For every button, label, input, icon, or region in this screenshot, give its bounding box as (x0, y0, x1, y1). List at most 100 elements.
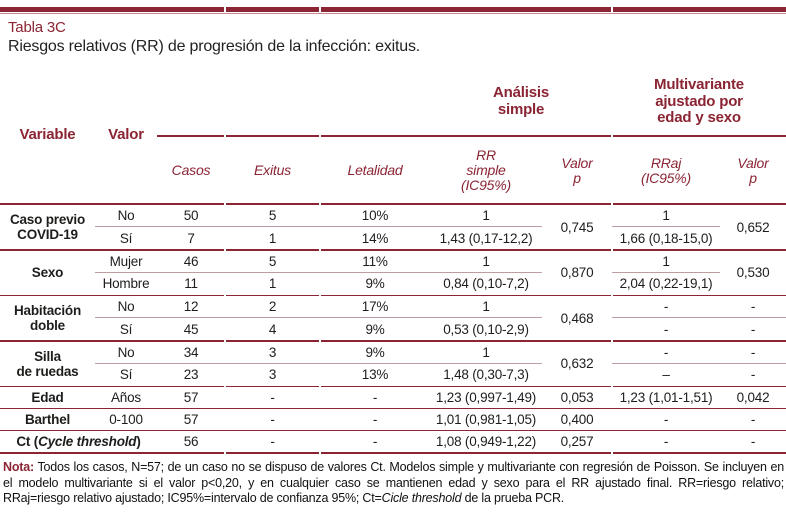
header-variable: Variable (19, 126, 76, 143)
cell-valor-p: 0,632 (560, 356, 594, 371)
row-barthel: Barthel 0-100 57 - - 1,01 (0,981-1,05) 0… (0, 409, 786, 430)
row-group-silla-de-ruedas: Silla de ruedas No 34 3 9% 1 0,632 - - S… (0, 342, 786, 386)
cell-rraj: 2,04 (0,22-19,1) (619, 276, 713, 291)
cell-rr-simple: 1 (430, 342, 542, 364)
cell-exitus: - (270, 390, 275, 405)
row-group-habitacion-doble: Habitación doble No 12 2 17% 1 0,468 - -… (0, 296, 786, 340)
cell-casos: 56 (183, 434, 199, 449)
cell-valor: Mujer (95, 251, 157, 273)
cell-letalidad: 9% (365, 276, 385, 291)
paper-table-page: Tabla 3C Riesgos relativos (RR) de progr… (0, 7, 786, 507)
footnote-text: Todos los casos, N=57; de un caso no se … (3, 460, 784, 505)
header-group-analisis-simple: Análisis simple (493, 84, 549, 118)
cell-letalidad: 9% (320, 342, 430, 364)
subheader-valor-p: Valor p (561, 154, 593, 186)
table-body: Caso previo COVID-19 No 50 5 10% 1 0,745… (0, 203, 786, 454)
cell-casos: 46 (157, 251, 225, 273)
cell-rr-simple: 1,43 (0,17-12,2) (439, 230, 533, 246)
cell-valor-p: 0,053 (560, 390, 594, 405)
cell-letalidad: 13% (361, 367, 389, 382)
footnote-text-end: de la prueba PCR. (461, 491, 565, 505)
subheader-valor-p-aj: Valor p (737, 154, 769, 186)
cell-letalidad: 17% (320, 296, 430, 318)
cell-casos: 57 (183, 412, 199, 427)
footnote-italic: Cicle threshold (381, 491, 462, 505)
cell-letalidad: - (372, 434, 378, 449)
table-caption: Riesgos relativos (RR) de progresión de … (8, 38, 420, 55)
cell-letalidad: 10% (320, 205, 430, 227)
cell-valor: Sí (119, 321, 133, 337)
cell-valor: No (95, 296, 157, 318)
cell-casos: 45 (183, 321, 199, 337)
cell-casos: 50 (157, 205, 225, 227)
cell-exitus: 4 (268, 321, 277, 337)
cell-rraj: - (612, 296, 720, 318)
table-header: Análisis simple Multivariante ajustado p… (0, 76, 786, 203)
subheader-row: Casos Exitus Letalidad RR simple (IC95%)… (0, 138, 786, 203)
cell-valor-p: 0,257 (560, 434, 594, 449)
cell-valor: Años (111, 390, 141, 405)
cell-variable: Ct (Cycle threshold) (0, 431, 157, 452)
header-valor: Valor (108, 126, 144, 143)
cell-valor: No (95, 342, 157, 364)
row-ct: Ct (Cycle threshold) 56 - - 1,08 (0,949-… (0, 431, 786, 452)
cell-rraj: 1,66 (0,18-15,0) (619, 230, 713, 246)
ct-label-italic: Cycle threshold (38, 434, 137, 449)
cell-valor-p: 0,400 (560, 412, 594, 427)
row-separator (0, 408, 786, 409)
cell-rraj: - (663, 321, 669, 337)
cell-rr-simple: 0,84 (0,10-7,2) (443, 276, 529, 291)
body-top-rule (0, 203, 786, 205)
cell-valor-p-aj: - (720, 342, 786, 364)
cell-valor-p-aj: - (750, 412, 756, 427)
cell-variable: Edad (31, 390, 64, 405)
cell-exitus: - (270, 412, 275, 427)
ct-label-suffix: ) (136, 434, 141, 449)
cell-variable: Barthel (24, 412, 71, 427)
subheader-rraj: RRaj (IC95%) (641, 154, 691, 186)
cell-exitus: 1 (268, 230, 277, 246)
cell-valor: 0-100 (109, 412, 143, 427)
group-separator (0, 294, 786, 296)
cell-letalidad: 14% (361, 230, 389, 246)
cell-rr-simple: 1,23 (0,997-1,49) (435, 390, 537, 405)
cell-exitus: 1 (268, 276, 277, 291)
header-group-multivariante: Multivariante ajustado por edad y sexo (654, 76, 744, 126)
cell-casos: 11 (184, 276, 198, 291)
cell-rr-simple: 0,53 (0,10-2,9) (443, 321, 529, 337)
row-group-caso-previo: Caso previo COVID-19 No 50 5 10% 1 0,745… (0, 205, 786, 249)
cell-rraj: - (612, 342, 720, 364)
cell-exitus: 3 (225, 342, 320, 364)
cell-variable: Habitación doble (13, 303, 81, 333)
cell-valor: Sí (119, 367, 133, 382)
row-group-sexo: Sexo Mujer 46 5 11% 1 0,870 1 0,530 Homb… (0, 251, 786, 295)
cell-rr-simple: 1,48 (0,30-7,3) (443, 367, 529, 382)
top-border-thin (0, 13, 786, 14)
cell-rr-simple: 1,08 (0,949-1,22) (435, 434, 537, 449)
subheader-letalidad: Letalidad (347, 162, 403, 178)
cell-rraj: 1,23 (1,01-1,51) (619, 390, 713, 405)
cell-letalidad: - (372, 412, 378, 427)
cell-rr-simple: 1 (430, 205, 542, 227)
row-separator (0, 430, 786, 431)
group-separator (0, 385, 786, 387)
cell-rr-simple: 1 (430, 251, 542, 273)
cell-casos: 12 (157, 296, 225, 318)
cell-casos: 23 (183, 367, 199, 382)
cell-exitus: 5 (225, 205, 320, 227)
cell-rraj: - (663, 434, 669, 449)
group-separator (0, 340, 786, 342)
cell-valor-p-aj: - (750, 367, 756, 382)
table-bottom-rule (0, 452, 786, 454)
cell-variable: Silla de ruedas (16, 348, 79, 379)
cell-rr-simple: 1 (430, 296, 542, 318)
top-border-thick (0, 7, 786, 12)
cell-rr-simple: 1,01 (0,981-1,05) (435, 412, 537, 427)
cell-variable: Caso previo COVID-19 (9, 212, 86, 242)
cell-rraj: - (663, 412, 669, 427)
header-rule (157, 135, 786, 137)
cell-variable: Sexo (31, 265, 64, 280)
cell-exitus: 2 (225, 296, 320, 318)
cell-valor-p-aj: - (750, 434, 756, 449)
cell-casos: 57 (183, 390, 199, 405)
